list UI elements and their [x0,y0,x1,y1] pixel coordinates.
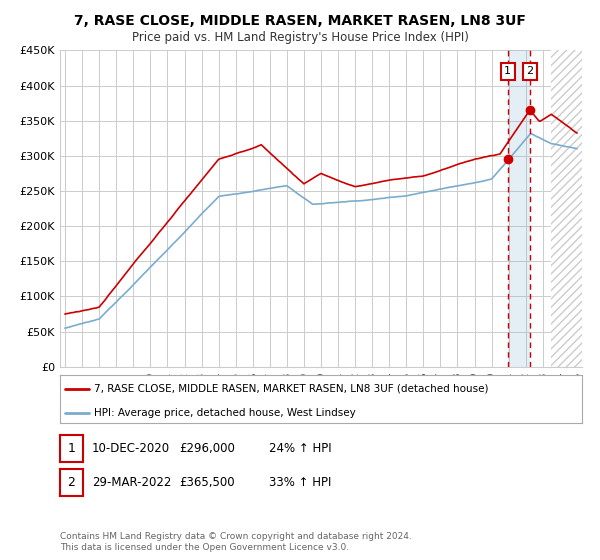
Text: 7, RASE CLOSE, MIDDLE RASEN, MARKET RASEN, LN8 3UF (detached house): 7, RASE CLOSE, MIDDLE RASEN, MARKET RASE… [94,384,488,394]
Text: £296,000: £296,000 [179,442,235,455]
Text: 2: 2 [526,67,533,77]
Text: 10-DEC-2020: 10-DEC-2020 [92,442,170,455]
Bar [551,50,582,367]
Text: 29-MAR-2022: 29-MAR-2022 [92,475,171,489]
Text: 33% ↑ HPI: 33% ↑ HPI [269,475,331,489]
Text: HPI: Average price, detached house, West Lindsey: HPI: Average price, detached house, West… [94,408,356,418]
Text: 1: 1 [67,442,76,455]
Text: £365,500: £365,500 [179,475,235,489]
Text: 7, RASE CLOSE, MIDDLE RASEN, MARKET RASEN, LN8 3UF: 7, RASE CLOSE, MIDDLE RASEN, MARKET RASE… [74,14,526,28]
Text: Contains HM Land Registry data © Crown copyright and database right 2024.
This d: Contains HM Land Registry data © Crown c… [60,532,412,552]
Text: 24% ↑ HPI: 24% ↑ HPI [269,442,331,455]
Bar [508,50,530,367]
Text: 2: 2 [67,475,76,489]
Text: Price paid vs. HM Land Registry's House Price Index (HPI): Price paid vs. HM Land Registry's House … [131,31,469,44]
Text: 1: 1 [504,67,511,77]
